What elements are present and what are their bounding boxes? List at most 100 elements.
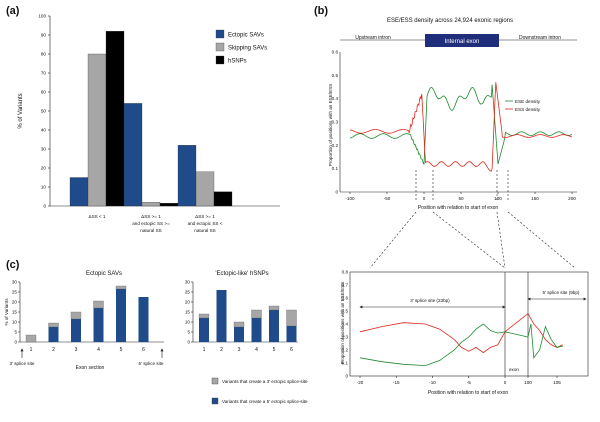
- z-ytick: 0.1: [342, 361, 349, 366]
- b-ese-line: [349, 84, 573, 165]
- panel-c-label: (c): [6, 259, 20, 271]
- z-ese-line: [359, 323, 563, 367]
- z-ytick: 0.4: [342, 322, 349, 327]
- c-ytick: 10: [12, 320, 18, 325]
- panel-c-charts: Ectopic SAVs 'Ectopic-like' hSNPs % of V…: [4, 271, 308, 405]
- z-xtick: -20: [357, 380, 364, 385]
- c-ytick: 20: [185, 300, 191, 305]
- c-bar-5ss: [71, 319, 81, 342]
- legend-ess: ESS density: [515, 107, 541, 112]
- a-category-label: and ectopic SS <: [188, 221, 223, 226]
- c-bar-3ss: [115, 285, 127, 290]
- a-category-label: ΔSS >= 1: [141, 214, 161, 219]
- c-ytick: 5: [187, 330, 190, 335]
- a-ytick: 50: [41, 109, 47, 114]
- c-ytick: 15: [185, 310, 191, 315]
- legend-3ss-swatch: [211, 377, 219, 385]
- b-xtick: 50: [458, 196, 464, 201]
- c-bar-5ss: [199, 318, 209, 342]
- b-ytick: 0.5: [332, 73, 339, 78]
- a-ytick: 20: [41, 166, 47, 171]
- zoom-ylabel: Proportion of positions with an ESE/ESS: [340, 282, 345, 364]
- c-category: 4: [255, 347, 258, 353]
- legend-5ss: Variants that create a 5' ectopic splice…: [222, 399, 308, 404]
- a-legend-label: hSNPs: [228, 59, 247, 65]
- a-legend-label: Ectopic SAVs: [228, 33, 264, 39]
- z-ytick: 0.8: [342, 270, 349, 275]
- c-category: 5: [120, 347, 123, 353]
- c-bar-3ss: [268, 305, 280, 311]
- a-legend-swatch: [215, 42, 225, 52]
- panel-a-label: (a): [6, 5, 20, 17]
- legend-5ss-swatch: [211, 397, 219, 405]
- a-category-label: ΔSS < 1: [89, 214, 106, 219]
- c-ytick: 10: [185, 320, 191, 325]
- c-bar-5ss: [269, 310, 279, 342]
- c-category: 5: [273, 347, 276, 353]
- panel-b-ylabel: Proportion of positions with an ESE/ESS: [328, 84, 333, 166]
- z-ess-line: [359, 312, 563, 354]
- b-xtick: -50: [384, 196, 391, 201]
- a-bar-hsnps-2: [213, 191, 233, 207]
- downstream-intron-label: Downstream intron: [519, 35, 561, 41]
- c-ytick: 20: [12, 300, 18, 305]
- b-xtick: -100: [345, 196, 355, 201]
- z-ytick: 0.5: [342, 309, 349, 314]
- c-ytick: 25: [185, 290, 191, 295]
- z-xtick: -5: [467, 380, 472, 385]
- c-category: 1: [203, 347, 206, 353]
- a-legend-swatch: [215, 55, 225, 65]
- a-ytick: 80: [41, 52, 47, 57]
- a-ytick: 90: [41, 33, 47, 38]
- z-xtick: 105: [553, 380, 561, 385]
- c-category: 2: [220, 347, 223, 353]
- b-xtick: 0: [423, 196, 426, 201]
- a-bar-ectopic-savs-0: [69, 177, 89, 207]
- z-xtick: 0: [504, 380, 507, 385]
- c-bar-3ss: [286, 309, 297, 327]
- c-ytick: 30: [185, 280, 191, 285]
- c-bar-3ss: [48, 322, 59, 328]
- panel-b-zoom-chart: Proportion of positions with an ESE/ESS …: [340, 270, 589, 396]
- panel-b-label: (b): [314, 5, 328, 17]
- zoom-xlabel: Position with relation to start of exon: [428, 390, 509, 396]
- a-category-label: and ectopic SS >=: [132, 221, 170, 226]
- panel-a-chart: % of Variants 0 10 20 30 40 50 60 70 80 90 100 ΔSS…: [18, 14, 280, 233]
- a-ytick: 70: [41, 71, 47, 76]
- marker-3ss: 3' splice site: [10, 361, 35, 366]
- internal-exon-label: Internal exon: [445, 39, 480, 45]
- a-ytick: 60: [41, 90, 47, 95]
- annot-5ss: 5' splice site (9bp): [543, 290, 580, 295]
- z-xtick: -10: [429, 380, 436, 385]
- panel-c1-xlabel: Exon section: [76, 365, 105, 371]
- a-bar-ectopic-savs-2: [177, 145, 197, 207]
- b-ytick: 0.6: [332, 50, 339, 55]
- c-bar-3ss: [251, 309, 262, 319]
- panel-b-xlabel: Position with relation to start of exon: [418, 205, 499, 211]
- a-ytick: 100: [38, 14, 46, 19]
- c-ytick: 30: [12, 280, 18, 285]
- z-xtick: -15: [393, 380, 400, 385]
- a-category-label: natural SS: [194, 228, 215, 233]
- panel-c1-ylabel: % of Variants: [4, 298, 9, 326]
- internal-exon-box: [425, 34, 499, 47]
- c-bar-5ss: [251, 318, 262, 342]
- c-bar-3ss: [233, 321, 245, 328]
- a-ytick: 10: [41, 185, 47, 190]
- panel-a-ylabel: % of Variants: [18, 93, 24, 128]
- legend-3ss: Variants that create a 3' ectopic splice…: [222, 379, 308, 384]
- c-bar-3ss: [198, 313, 210, 319]
- a-bar-ectopic-savs-1: [123, 103, 143, 207]
- z-ytick: 0.7: [342, 283, 349, 288]
- legend-ese: ESE density: [515, 99, 541, 104]
- a-bar-skipping-savs-1: [141, 202, 161, 207]
- c-category: 3: [238, 347, 241, 353]
- c-ytick: 0: [187, 340, 190, 345]
- a-category-label: ΔSS >= 1: [195, 214, 215, 219]
- b-ytick: 0.4: [332, 96, 339, 101]
- c-ytick: 25: [12, 290, 18, 295]
- a-legend-swatch: [215, 29, 225, 39]
- c-category: 2: [52, 347, 55, 353]
- c-category: 6: [290, 347, 293, 353]
